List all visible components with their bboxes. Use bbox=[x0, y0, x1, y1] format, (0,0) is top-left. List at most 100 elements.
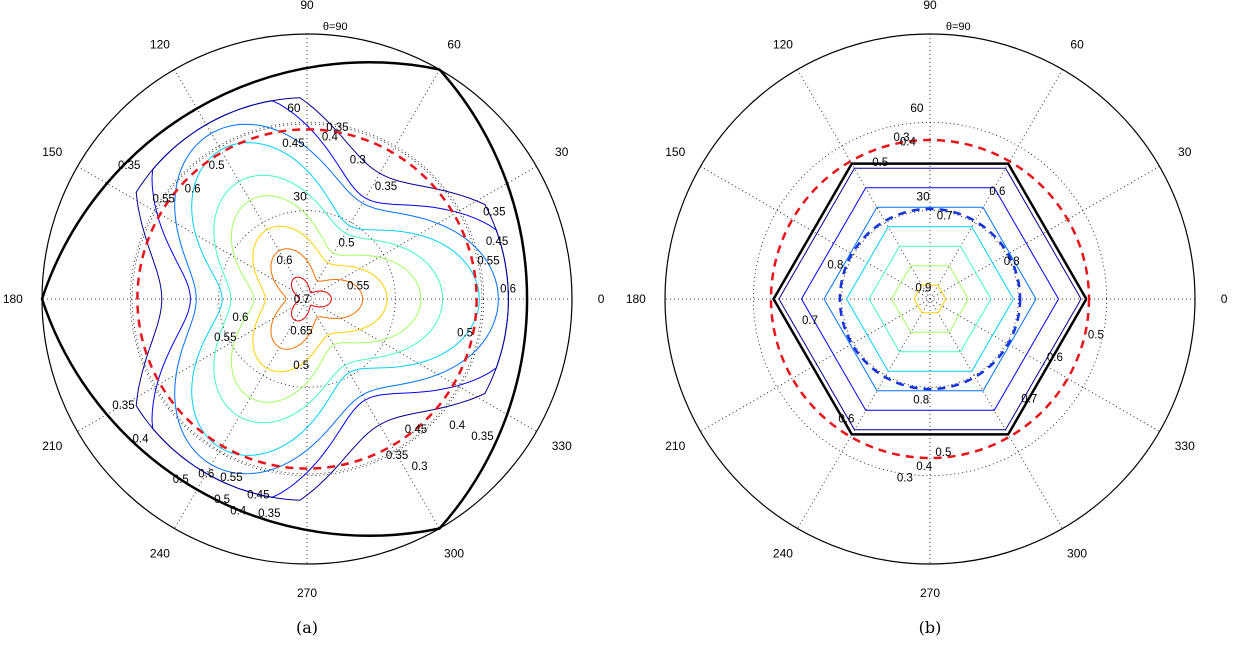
theta-title: θ=90 bbox=[323, 21, 348, 33]
contour-line bbox=[778, 167, 1082, 431]
contour-label: 0.35 bbox=[375, 181, 397, 193]
contour-label: 0.4 bbox=[230, 506, 247, 518]
angle-tick-label: 90 bbox=[923, 0, 937, 12]
contour-label: 0.5 bbox=[1088, 329, 1104, 341]
contour-label: 0.5 bbox=[935, 447, 951, 459]
contour-label: 0.4 bbox=[322, 131, 339, 143]
triangle-boundary bbox=[40, 61, 529, 537]
contour-label: 0.35 bbox=[326, 122, 348, 134]
dashed-red-boundary bbox=[136, 128, 478, 470]
contour-line bbox=[891, 265, 969, 333]
contour-label: 0.4 bbox=[133, 434, 150, 446]
contour-label: 0.5 bbox=[339, 238, 355, 250]
dotted-boundary bbox=[131, 123, 483, 475]
contour-label: 0.4 bbox=[916, 461, 933, 473]
contour-label: 0.8 bbox=[1004, 256, 1020, 268]
contour-label: 0.45 bbox=[405, 424, 427, 436]
contour-label: 0.5 bbox=[872, 157, 888, 169]
angle-tick-label: 210 bbox=[665, 439, 685, 453]
grid-spoke bbox=[77, 166, 537, 432]
contour-label: 0.7 bbox=[937, 211, 953, 223]
angle-tick-label: 180 bbox=[3, 292, 23, 306]
contour-label: 0.6 bbox=[232, 312, 248, 324]
angle-tick-label: 30 bbox=[555, 145, 569, 159]
angle-tick-label: 240 bbox=[773, 547, 793, 561]
angle-tick-label: 210 bbox=[42, 439, 62, 453]
contour-label: 0.7 bbox=[1021, 393, 1037, 405]
grid-spoke bbox=[700, 166, 1160, 432]
contour-label: 0.45 bbox=[282, 138, 304, 150]
contour-line bbox=[800, 187, 1059, 411]
contour-label: 0.45 bbox=[247, 489, 269, 501]
contour-label: 0.5 bbox=[214, 494, 230, 506]
angle-tick-label: 270 bbox=[297, 586, 317, 600]
radial-tick-label: 60 bbox=[287, 101, 301, 115]
contour-label: 0.5 bbox=[173, 474, 189, 486]
contour-label: 0.5 bbox=[457, 328, 473, 340]
contour-label: 0.55 bbox=[153, 194, 175, 206]
contour-line bbox=[291, 276, 332, 322]
contour-label: 0.6 bbox=[838, 413, 854, 425]
hexagon-boundary bbox=[772, 162, 1088, 436]
contour-label: 0.55 bbox=[220, 472, 242, 484]
contour-label: 0.55 bbox=[347, 280, 369, 292]
angle-tick-label: 330 bbox=[552, 439, 572, 453]
radial-tick-label: 30 bbox=[916, 189, 930, 203]
contour-label: 0.7 bbox=[294, 294, 310, 306]
contour-line bbox=[270, 248, 364, 350]
contour-label: 0.6 bbox=[500, 284, 516, 296]
contour-line bbox=[151, 100, 509, 498]
contour-label: 0.35 bbox=[471, 431, 493, 443]
contour-line bbox=[823, 206, 1037, 392]
angle-tick-label: 180 bbox=[626, 292, 646, 306]
angle-tick-label: 30 bbox=[1178, 145, 1192, 159]
contour-label: 0.3 bbox=[897, 472, 913, 484]
caption-b: (b) bbox=[919, 618, 942, 637]
contour-label: 0.3 bbox=[350, 155, 366, 167]
contour-line bbox=[252, 225, 388, 373]
angle-tick-label: 270 bbox=[920, 586, 940, 600]
contour-label: 0.35 bbox=[112, 400, 134, 412]
dashed-red-boundary bbox=[769, 138, 1091, 460]
contour-label: 0.55 bbox=[477, 255, 499, 267]
contour-label: 0.65 bbox=[290, 325, 312, 337]
radial-tick-label: 30 bbox=[293, 189, 307, 203]
contour-line bbox=[174, 123, 499, 475]
contour-line bbox=[845, 226, 1014, 372]
angle-tick-label: 300 bbox=[1067, 547, 1087, 561]
angle-tick-label: 330 bbox=[1175, 439, 1195, 453]
angle-tick-label: 120 bbox=[150, 37, 170, 51]
contour-label: 0.8 bbox=[827, 260, 843, 272]
contour-line bbox=[868, 245, 992, 353]
contour-label: 0.8 bbox=[913, 394, 929, 406]
contour-label: 0.45 bbox=[486, 236, 508, 248]
contour-label: 0.3 bbox=[412, 461, 428, 473]
contour-label: 0.35 bbox=[258, 508, 280, 520]
theta-title: θ=90 bbox=[946, 21, 971, 33]
angle-tick-label: 90 bbox=[300, 0, 314, 12]
contour-label: 0.7 bbox=[802, 315, 818, 327]
contour-label: 0.4 bbox=[449, 420, 466, 432]
contour-label: 0.9 bbox=[915, 283, 931, 295]
contour-label: 0.35 bbox=[386, 450, 408, 462]
dashed-blue-boundary bbox=[838, 207, 1022, 391]
contour-line bbox=[213, 174, 444, 424]
angle-tick-label: 150 bbox=[42, 145, 62, 159]
contour-label: 0.6 bbox=[198, 468, 214, 480]
angle-tick-label: 60 bbox=[1070, 37, 1084, 51]
contour-label: 0.35 bbox=[118, 160, 140, 172]
contour-line bbox=[135, 97, 509, 501]
contour-label: 0.6 bbox=[1047, 352, 1063, 364]
contour-line bbox=[230, 195, 422, 403]
contour-line bbox=[913, 284, 947, 314]
angle-tick-label: 120 bbox=[773, 37, 793, 51]
angle-tick-label: 0 bbox=[1221, 292, 1228, 306]
caption-a: (a) bbox=[296, 618, 318, 637]
angle-tick-label: 150 bbox=[665, 145, 685, 159]
angle-tick-label: 300 bbox=[444, 547, 464, 561]
angle-tick-label: 60 bbox=[447, 37, 461, 51]
contour-label: 0.55 bbox=[214, 332, 236, 344]
contour-line bbox=[191, 142, 480, 456]
contour-label: 0.35 bbox=[483, 207, 505, 219]
